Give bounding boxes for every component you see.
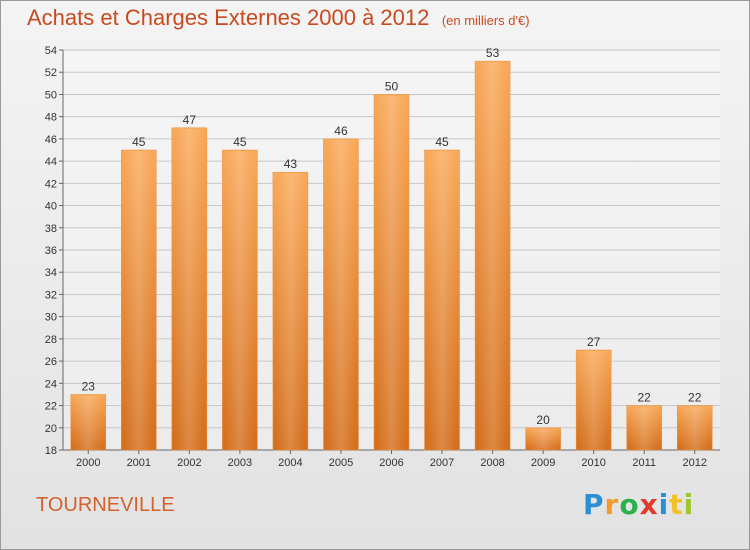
bar-highlight <box>680 406 710 450</box>
y-tick-label: 22 <box>45 401 57 413</box>
y-tick-label: 42 <box>45 178 57 190</box>
bar-highlight <box>478 62 508 450</box>
logo-letter: t <box>669 488 684 521</box>
logo-letter: i <box>658 488 670 521</box>
x-tick-label: 2004 <box>278 457 302 469</box>
value-label: 46 <box>334 124 348 138</box>
y-tick-label: 54 <box>45 45 57 57</box>
value-label: 22 <box>688 391 702 405</box>
chart-subtitle: (en milliers d'€) <box>441 13 530 28</box>
bar-highlight <box>427 151 457 450</box>
x-tick-label: 2008 <box>480 457 504 469</box>
y-tick-label: 24 <box>45 378 57 390</box>
y-tick-label: 30 <box>45 312 57 324</box>
proxiti-logo[interactable]: Proxiti <box>583 488 694 521</box>
bars <box>70 60 713 451</box>
logo-letter: i <box>683 488 695 521</box>
x-tick-label: 2001 <box>127 457 151 469</box>
labels: 18 20 22 24 26 28 30 32 34 36 38 40 42 44 46 48 50 52 54 23… <box>45 45 707 469</box>
y-tick-label: 48 <box>45 112 57 124</box>
y-tick-label: 18 <box>45 445 57 457</box>
x-tick-label: 2005 <box>329 457 353 469</box>
place-name: TOURNEVILLE <box>36 494 175 516</box>
x-tick-label: 2011 <box>632 457 656 469</box>
logo-letter: o <box>619 488 640 521</box>
bar-highlight <box>377 95 406 450</box>
bar-highlight <box>225 151 255 450</box>
x-tick-label: 2003 <box>228 457 252 469</box>
y-tick-label: 50 <box>45 89 57 101</box>
value-label: 53 <box>486 46 500 60</box>
y-tick-label: 40 <box>45 201 57 213</box>
chart-header: Achats et Charges Externes 2000 à 2012 (… <box>27 5 530 31</box>
y-tick-label: 36 <box>45 245 57 257</box>
y-tick-label: 20 <box>45 423 57 435</box>
x-tick-label: 2006 <box>379 457 403 469</box>
value-label: 45 <box>435 135 449 149</box>
bar-highlight <box>629 406 659 450</box>
value-label: 45 <box>233 135 247 149</box>
bar-highlight <box>124 151 154 450</box>
y-tick-label: 38 <box>45 223 57 235</box>
bar-highlight <box>326 139 356 450</box>
value-label: 23 <box>82 379 96 393</box>
x-tick-label: 2010 <box>581 457 605 469</box>
bar-highlight <box>579 351 609 450</box>
value-label: 43 <box>284 157 298 171</box>
value-label: 20 <box>536 413 550 427</box>
x-tick-label: 2007 <box>430 457 454 469</box>
x-tick-label: 2000 <box>76 457 100 469</box>
y-tick-label: 46 <box>45 134 57 146</box>
value-label: 27 <box>587 335 601 349</box>
bar-highlight <box>73 395 103 450</box>
logo-letter: x <box>639 488 659 521</box>
y-tick-label: 26 <box>45 356 57 368</box>
x-tick-label: 2012 <box>682 457 706 469</box>
value-label: 45 <box>132 135 146 149</box>
chart-title: Achats et Charges Externes 2000 à 2012 <box>27 5 430 30</box>
bar-highlight <box>275 173 305 450</box>
y-tick-label: 28 <box>45 334 57 346</box>
x-tick-label: 2009 <box>531 457 555 469</box>
bar-highlight <box>528 428 558 450</box>
value-label: 50 <box>385 79 399 93</box>
logo-letter: P <box>583 488 605 521</box>
y-tick-label: 52 <box>45 67 57 79</box>
y-tick-label: 44 <box>45 156 57 168</box>
y-tick-label: 34 <box>45 267 57 279</box>
x-tick-label: 2002 <box>177 457 201 469</box>
value-label: 22 <box>638 391 652 405</box>
y-tick-label: 32 <box>45 289 57 301</box>
bar-highlight <box>174 128 204 450</box>
value-label: 47 <box>183 113 197 127</box>
logo-letter: r <box>604 488 620 521</box>
